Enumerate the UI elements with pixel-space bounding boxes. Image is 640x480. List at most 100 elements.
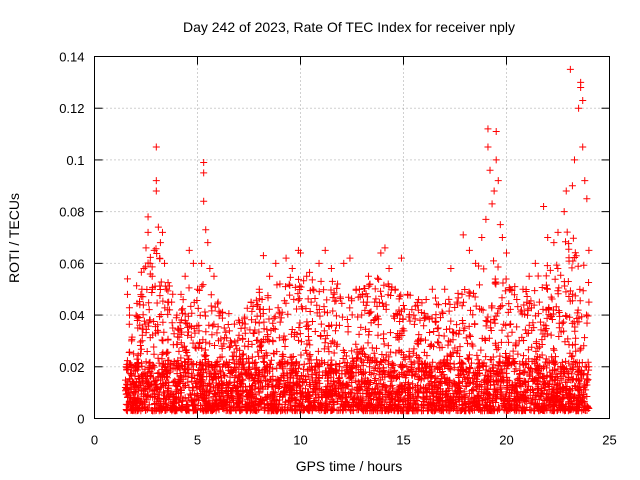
data-point bbox=[269, 319, 277, 327]
data-point bbox=[552, 359, 560, 367]
data-point bbox=[299, 365, 307, 373]
data-point bbox=[381, 357, 389, 365]
data-point bbox=[225, 343, 233, 351]
data-point bbox=[473, 351, 481, 359]
data-point bbox=[355, 285, 363, 293]
data-point bbox=[508, 328, 516, 336]
data-point bbox=[535, 403, 543, 411]
data-point bbox=[157, 383, 165, 391]
data-point bbox=[199, 365, 207, 373]
data-point bbox=[468, 400, 476, 408]
data-point bbox=[332, 361, 340, 369]
data-point bbox=[482, 353, 490, 361]
data-point bbox=[502, 321, 510, 329]
data-point bbox=[348, 378, 356, 386]
data-point bbox=[190, 406, 198, 414]
data-point bbox=[142, 244, 150, 252]
data-points bbox=[121, 65, 593, 415]
data-point bbox=[146, 385, 154, 393]
data-point bbox=[229, 356, 237, 364]
data-point bbox=[491, 319, 499, 327]
data-point bbox=[183, 348, 191, 356]
data-point bbox=[329, 399, 337, 407]
data-point bbox=[546, 266, 554, 274]
data-point bbox=[543, 285, 551, 293]
data-point bbox=[489, 398, 497, 406]
data-point bbox=[262, 349, 270, 357]
data-point bbox=[333, 342, 341, 350]
data-point bbox=[277, 373, 285, 381]
data-point bbox=[216, 389, 224, 397]
data-point bbox=[451, 390, 459, 398]
data-point bbox=[306, 398, 314, 406]
data-point bbox=[249, 303, 257, 311]
data-point bbox=[297, 249, 304, 257]
data-point bbox=[384, 358, 392, 366]
data-point bbox=[191, 329, 199, 337]
data-point bbox=[320, 286, 328, 294]
data-point bbox=[240, 350, 248, 358]
data-point bbox=[430, 403, 438, 411]
data-point bbox=[564, 373, 572, 381]
data-point bbox=[436, 314, 444, 322]
data-point bbox=[236, 379, 244, 387]
data-point bbox=[377, 287, 385, 295]
data-point bbox=[516, 381, 524, 389]
data-point bbox=[354, 378, 362, 386]
data-point bbox=[177, 372, 185, 380]
data-point bbox=[538, 389, 546, 397]
data-point bbox=[312, 389, 320, 397]
data-point bbox=[485, 334, 493, 342]
data-point bbox=[235, 331, 243, 339]
data-point bbox=[551, 275, 559, 283]
data-point bbox=[583, 376, 591, 384]
data-point bbox=[459, 359, 467, 367]
data-point bbox=[155, 395, 163, 403]
x-tick-label: 15 bbox=[396, 433, 410, 448]
data-point bbox=[174, 333, 182, 341]
data-point bbox=[571, 382, 579, 390]
data-point bbox=[409, 390, 417, 398]
data-point bbox=[542, 324, 550, 332]
data-point bbox=[327, 366, 335, 374]
data-point bbox=[146, 270, 154, 278]
data-point bbox=[488, 200, 496, 208]
data-point bbox=[383, 393, 391, 401]
data-point bbox=[350, 372, 358, 380]
data-point bbox=[315, 374, 323, 382]
data-point bbox=[304, 321, 312, 329]
data-point bbox=[288, 360, 296, 368]
data-point bbox=[306, 382, 314, 390]
data-point bbox=[124, 364, 132, 372]
data-point bbox=[531, 287, 539, 295]
data-point bbox=[197, 377, 205, 385]
data-point bbox=[566, 349, 574, 357]
data-point bbox=[334, 280, 342, 288]
data-point bbox=[350, 357, 358, 365]
data-point bbox=[348, 406, 356, 414]
data-point bbox=[202, 328, 210, 336]
data-point bbox=[507, 320, 515, 328]
data-point bbox=[496, 352, 504, 360]
data-point bbox=[534, 385, 542, 393]
data-point bbox=[367, 319, 375, 327]
data-point bbox=[434, 338, 442, 346]
data-point bbox=[294, 290, 302, 298]
data-point bbox=[505, 395, 513, 403]
data-point bbox=[515, 374, 523, 382]
data-point bbox=[569, 395, 577, 403]
data-point bbox=[281, 343, 289, 351]
data-point bbox=[531, 259, 539, 267]
data-point bbox=[284, 403, 292, 411]
data-point bbox=[542, 401, 550, 409]
data-point bbox=[164, 388, 172, 396]
data-point bbox=[547, 372, 555, 380]
data-point bbox=[251, 326, 259, 334]
data-point bbox=[180, 342, 188, 350]
data-point bbox=[133, 313, 141, 321]
data-point bbox=[399, 301, 407, 309]
data-point bbox=[273, 281, 281, 289]
data-point bbox=[254, 348, 262, 356]
data-point bbox=[572, 252, 580, 260]
data-point bbox=[183, 397, 191, 405]
